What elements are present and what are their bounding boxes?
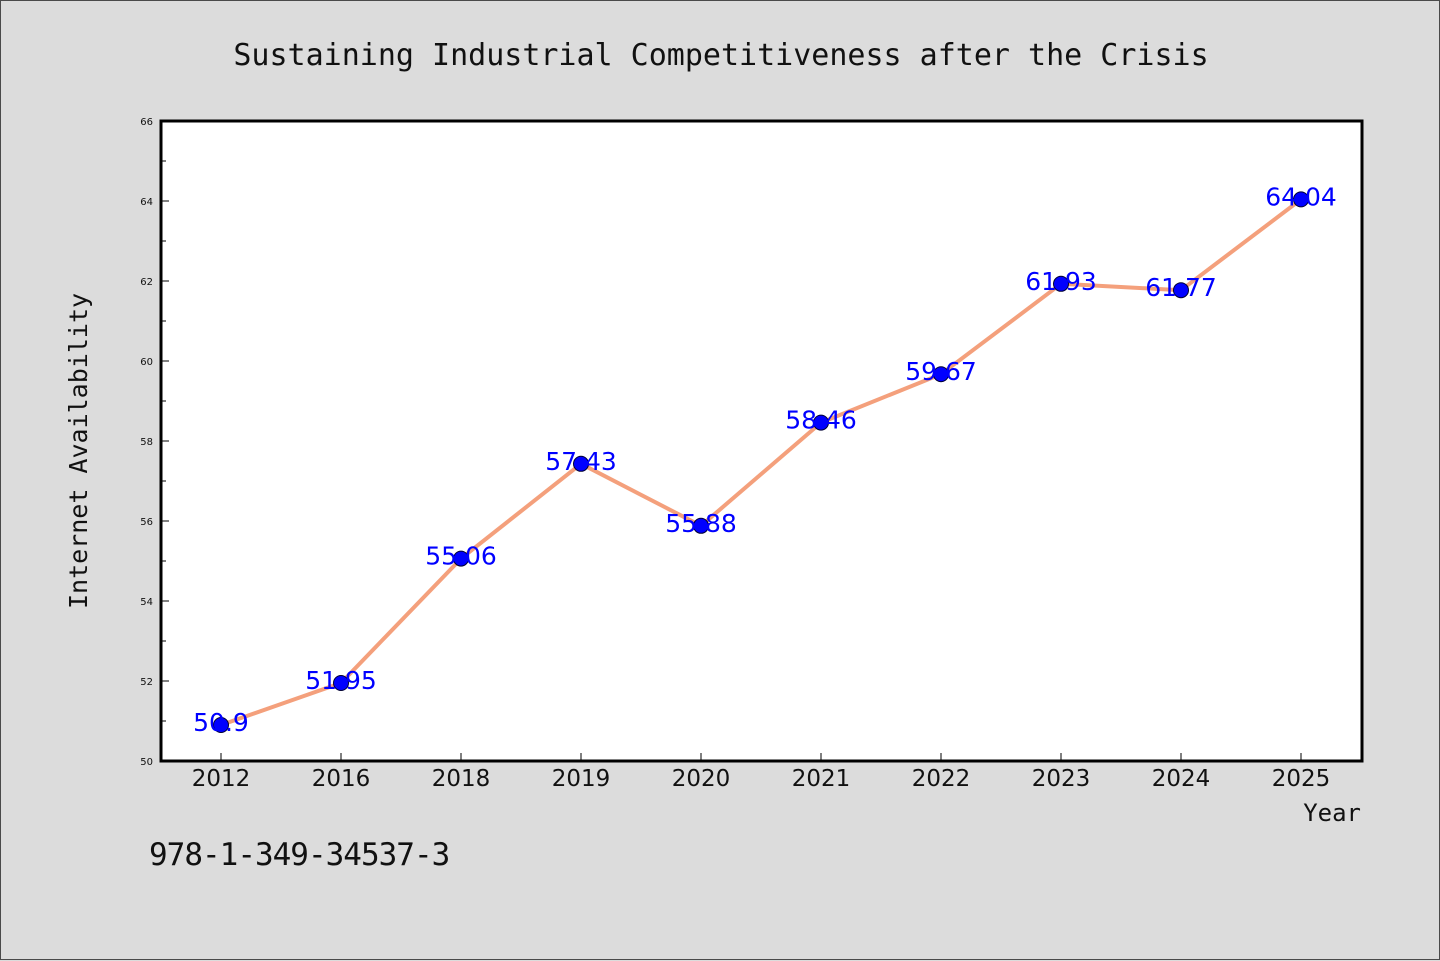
x-tick-label: 2023 — [1032, 766, 1091, 792]
x-axis-ticks: 2012 2016 2018 2019 2020 2021 2022 2023 2024 2025 — [192, 753, 1331, 792]
y-tick-label: 52 — [140, 677, 153, 688]
y-tick-label: 62 — [140, 277, 153, 288]
data-label: 64.04 — [1265, 182, 1337, 211]
data-label: 59.67 — [905, 357, 977, 386]
x-tick-label: 2025 — [1272, 766, 1331, 792]
x-tick-label: 2016 — [312, 766, 371, 792]
data-point-marker — [453, 550, 469, 567]
series-layer — [213, 191, 1309, 733]
chart-title: Sustaining Industrial Competitiveness af… — [233, 38, 1208, 73]
data-point-marker — [333, 675, 349, 691]
data-label: 50.9 — [193, 708, 249, 737]
y-tick-label: 56 — [140, 517, 153, 528]
data-point-marker — [573, 455, 589, 472]
x-tick-label: 2019 — [552, 766, 611, 792]
data-label: 61.77 — [1145, 273, 1217, 302]
data-point-marker — [213, 717, 229, 733]
isbn-annotation: 978-1-349-34537-3 — [149, 837, 450, 873]
x-tick-label: 2020 — [672, 766, 731, 792]
y-tick-label: 54 — [140, 597, 153, 608]
data-point-marker — [1053, 275, 1069, 292]
data-label: 55.06 — [425, 542, 497, 571]
y-tick-label: 66 — [140, 117, 153, 128]
data-label: 57.43 — [545, 447, 617, 476]
data-label-layer: 50.9 51.95 55.06 57.43 55.88 58.46 59.67 61.93 6… — [193, 182, 1337, 737]
x-tick-label: 2018 — [432, 766, 491, 792]
y-tick-label: 60 — [140, 357, 153, 368]
x-axis-label: Year — [1303, 799, 1361, 827]
data-point-marker — [933, 366, 949, 383]
data-label: 51.95 — [305, 666, 377, 695]
data-label: 61.93 — [1025, 267, 1097, 296]
data-label: 58.46 — [785, 406, 857, 435]
data-point-marker — [1293, 191, 1309, 208]
plot-area — [159, 119, 1364, 763]
y-axis-label: Internet Availability — [64, 293, 93, 609]
x-tick-label: 2021 — [792, 766, 851, 792]
data-label: 55.88 — [665, 509, 737, 538]
x-tick-label: 2012 — [192, 766, 251, 792]
data-point-marker — [693, 517, 709, 534]
x-tick-label: 2024 — [1152, 766, 1211, 792]
data-point-marker — [1173, 282, 1189, 299]
x-tick-label: 2022 — [912, 766, 971, 792]
y-tick-label: 64 — [140, 197, 153, 208]
y-tick-label: 58 — [140, 437, 153, 448]
y-tick-label: 50 — [140, 757, 153, 768]
data-point-marker — [813, 414, 829, 431]
y-axis-ticks: 50 52 54 56 58 60 62 64 66 — [140, 117, 169, 768]
series-line — [219, 197, 1303, 727]
